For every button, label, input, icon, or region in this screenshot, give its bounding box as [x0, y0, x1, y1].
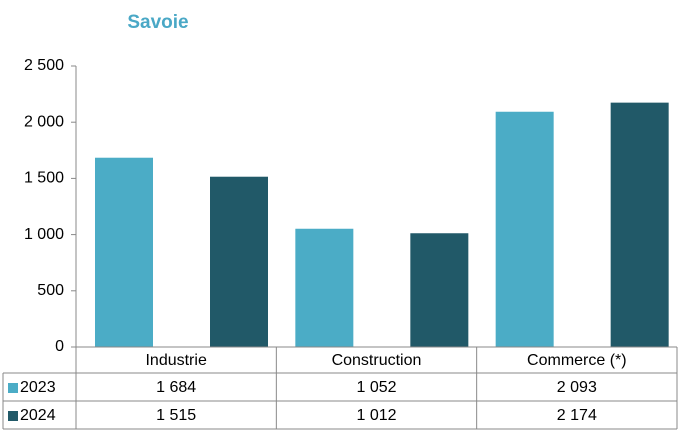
legend-swatch	[8, 411, 18, 421]
bar	[410, 233, 469, 347]
chart-title: Savoie	[127, 12, 188, 33]
bar	[495, 111, 554, 348]
data-label: 1 052	[356, 379, 396, 396]
bar	[610, 102, 669, 348]
y-tick-label: 2 000	[24, 113, 64, 130]
data-label: 1 684	[156, 379, 196, 396]
y-tick-label: 1 500	[24, 170, 64, 187]
legend-swatch	[8, 383, 18, 393]
y-tick-label: 500	[37, 282, 64, 299]
x-tick-label: Industrie	[145, 352, 206, 369]
legend-label: 2024	[20, 407, 56, 424]
bar	[95, 157, 153, 347]
y-tick-label: 2 500	[24, 57, 64, 74]
x-tick-label: Commerce (*)	[527, 352, 627, 369]
legend-label: 2023	[20, 379, 56, 396]
bar	[210, 176, 268, 347]
bar	[295, 228, 354, 347]
x-tick-label: Construction	[332, 352, 422, 369]
data-label: 1 012	[356, 407, 396, 424]
y-tick-label: 0	[55, 338, 64, 355]
data-label: 1 515	[156, 407, 196, 424]
y-tick-label: 1 000	[24, 226, 64, 243]
data-label: 2 174	[557, 407, 597, 424]
data-label: 2 093	[557, 379, 597, 396]
